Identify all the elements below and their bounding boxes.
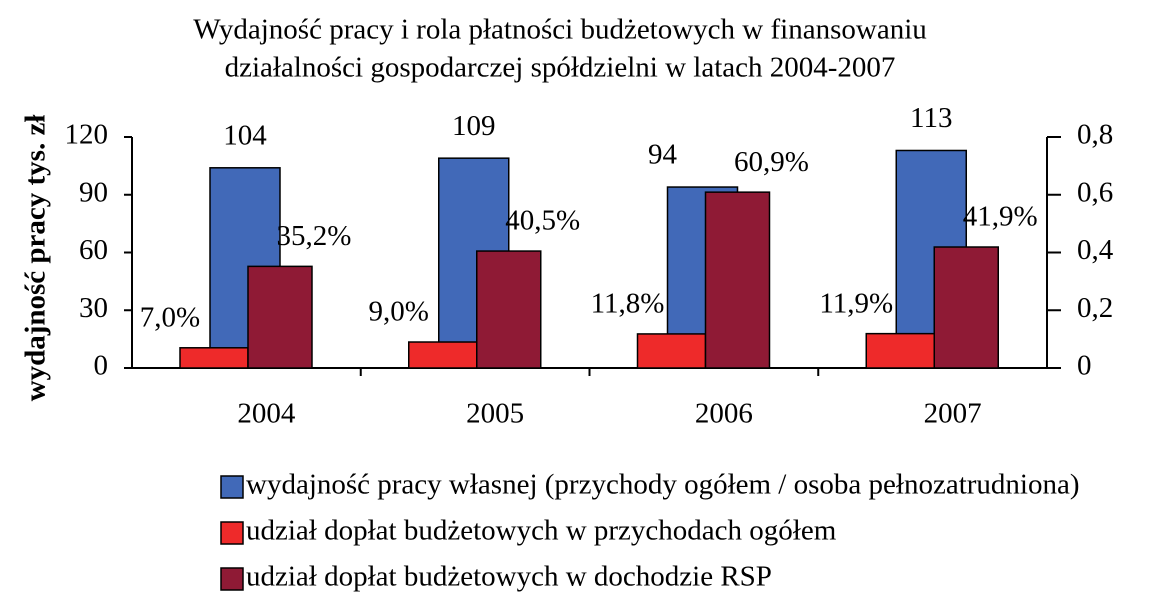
y2-tick-label: 0,6 bbox=[1077, 176, 1113, 208]
legend-label: wydajność pracy własnej (przychody ogółe… bbox=[246, 469, 1080, 501]
bar bbox=[179, 347, 249, 369]
bar bbox=[704, 191, 771, 369]
data-label: 104 bbox=[223, 119, 267, 151]
data-label: 11,8% bbox=[591, 288, 665, 320]
bar bbox=[865, 332, 935, 369]
data-label: 94 bbox=[648, 139, 678, 171]
y2-tick-label: 0,4 bbox=[1077, 234, 1114, 266]
data-label: 113 bbox=[910, 102, 952, 134]
bar bbox=[408, 341, 478, 369]
data-label: 40,5% bbox=[505, 205, 580, 237]
x-tick-label: 2004 bbox=[237, 398, 296, 430]
legend-swatch bbox=[220, 475, 244, 499]
data-label: 7,0% bbox=[140, 301, 200, 333]
y2-tick-label: 0,2 bbox=[1077, 292, 1113, 324]
y-tick-label: 60 bbox=[79, 234, 108, 266]
legend-swatch bbox=[220, 521, 244, 545]
y2-tick-label: 0 bbox=[1077, 350, 1092, 382]
x-tick-label: 2005 bbox=[466, 398, 524, 430]
bar bbox=[933, 246, 999, 369]
bar bbox=[636, 333, 707, 369]
data-label: 9,0% bbox=[369, 296, 429, 328]
y-tick-label: 120 bbox=[65, 119, 109, 151]
data-label: 41,9% bbox=[963, 201, 1038, 233]
bar bbox=[247, 265, 313, 369]
legend-label: udział dopłat budżetowych w dochodzie RS… bbox=[246, 561, 772, 593]
y-tick-label: 30 bbox=[79, 292, 108, 324]
y-axis-label: wydajność pracy tys. zł bbox=[20, 115, 52, 402]
x-tick-label: 2007 bbox=[924, 398, 982, 430]
data-label: 35,2% bbox=[277, 220, 352, 252]
y-tick-label: 0 bbox=[94, 350, 109, 382]
bar bbox=[476, 250, 542, 369]
chart-title: Wydajność pracy i rola płatności budżeto… bbox=[193, 14, 927, 46]
chart-title: działalności gospodarczej spółdzielni w … bbox=[225, 52, 896, 84]
data-label: 11,9% bbox=[819, 287, 893, 319]
legend-label: udział dopłat budżetowych w przychodach … bbox=[246, 515, 837, 547]
y-tick-label: 90 bbox=[79, 176, 108, 208]
y2-tick-label: 0,8 bbox=[1077, 119, 1113, 151]
legend-swatch bbox=[220, 567, 244, 591]
data-label: 60,9% bbox=[734, 146, 809, 178]
data-label: 109 bbox=[452, 110, 496, 142]
x-tick-label: 2006 bbox=[695, 398, 753, 430]
